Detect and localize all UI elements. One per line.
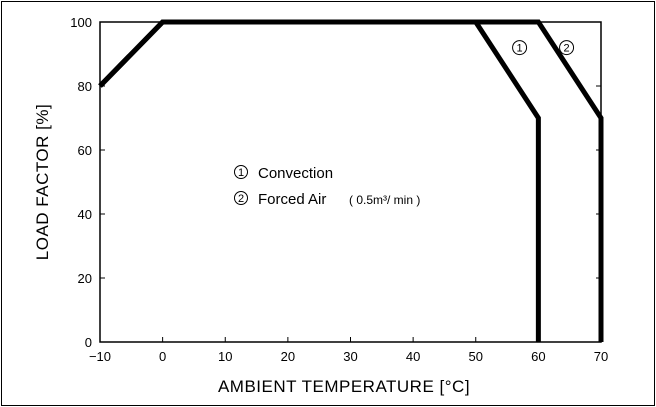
x-tick-label: 30 — [343, 349, 357, 364]
x-tick-label: 20 — [281, 349, 295, 364]
y-tick-label: 40 — [78, 207, 92, 222]
curve-marker-1 — [512, 40, 528, 56]
plot-frame — [99, 21, 602, 343]
series-layer — [98, 19, 604, 342]
x-tick-label: −10 — [89, 349, 111, 364]
y-tick-label: 20 — [78, 271, 92, 286]
legend-marker-1 — [234, 165, 248, 179]
curve-marker-2-text: 2 — [563, 43, 569, 55]
y-tick-label: 60 — [78, 143, 92, 158]
legend-marker-1-text: 1 — [238, 167, 244, 179]
legend-item-convection: 1 Convection — [234, 165, 333, 182]
legend-label-convection: Convection — [258, 165, 333, 182]
y-tick-label: 80 — [78, 79, 92, 94]
curve-marker-2 — [559, 40, 575, 56]
x-ticks: −10 0 10 20 30 40 50 60 70 — [89, 337, 608, 364]
x-tick-label: 50 — [469, 349, 483, 364]
legend: 1 Convection 2 Forced Air ( 0.5m³/ min ) — [234, 165, 420, 208]
legend-sub-forced-air: ( 0.5m³/ min ) — [349, 193, 420, 207]
x-axis-title: AMBIENT TEMPERATURE [°C] — [218, 377, 470, 396]
x-tick-label: 70 — [594, 349, 608, 364]
curve-marker-1-text: 1 — [517, 43, 523, 55]
legend-label-forced-air: Forced Air — [258, 191, 326, 208]
y-tick-label: 100 — [70, 15, 92, 30]
legend-item-forced-air: 2 Forced Air ( 0.5m³/ min ) — [234, 191, 420, 208]
series-line-2 — [98, 19, 604, 342]
legend-marker-2-text: 2 — [238, 193, 244, 205]
x-tick-label: 0 — [159, 349, 166, 364]
x-tick-label: 60 — [531, 349, 545, 364]
y-tick-label: 0 — [85, 335, 92, 350]
y-axis-title: LOAD FACTOR [%] — [33, 104, 52, 260]
x-tick-label: 40 — [406, 349, 420, 364]
series-line-1 — [98, 19, 541, 342]
y-ticks: 0 20 40 60 80 100 — [70, 15, 601, 350]
x-tick-label: 10 — [218, 349, 232, 364]
legend-marker-2 — [234, 191, 248, 205]
